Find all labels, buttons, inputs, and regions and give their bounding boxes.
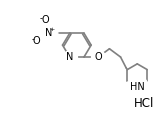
Text: -: - [31,35,34,44]
Text: N: N [45,28,53,38]
Text: -: - [40,14,43,23]
Text: HCl: HCl [134,97,155,110]
Text: O: O [94,52,102,62]
Text: HN: HN [130,82,145,92]
Text: N: N [66,52,73,62]
Text: O: O [32,36,40,46]
Text: +: + [49,27,54,32]
Text: O: O [41,15,49,25]
